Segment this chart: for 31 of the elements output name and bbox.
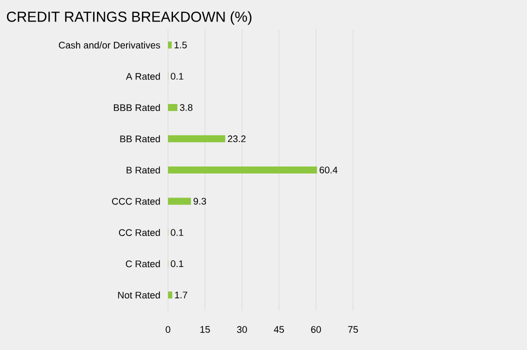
- bar: [168, 135, 226, 142]
- data-label: 1.7: [175, 292, 188, 298]
- data-label: 0.1: [170, 260, 184, 268]
- data-label: 3.8: [180, 104, 192, 111]
- data-label: 0.1: [170, 72, 184, 80]
- chart-title: CREDIT RATINGS BREAKDOWN (%): [6, 11, 252, 25]
- x-tick-label: 45: [274, 326, 284, 333]
- data-label: 23.2: [228, 135, 246, 142]
- data-label: 60.4: [320, 166, 338, 174]
- x-tick-label: 75: [348, 326, 358, 333]
- x-tick-label: 0: [166, 326, 170, 333]
- y-tick-label: B Rated: [126, 166, 160, 174]
- y-tick-label: CC Rated: [118, 228, 160, 236]
- bar: [168, 104, 178, 112]
- x-tick-label: 30: [237, 326, 247, 333]
- y-tick-label: Not Rated: [118, 291, 160, 298]
- data-label: 1.5: [174, 42, 187, 48]
- y-tick-label: CCC Rated: [112, 198, 160, 205]
- data-label: 9.3: [194, 198, 206, 205]
- y-tick-label: BB Rated: [120, 135, 160, 142]
- bar: [168, 166, 317, 174]
- y-tick-label: Cash and/or Derivatives: [58, 42, 160, 49]
- bar: [168, 291, 172, 298]
- data-label: 0.1: [170, 229, 184, 236]
- x-tick-label: 15: [200, 326, 210, 333]
- y-tick-label: BBB Rated: [114, 104, 160, 112]
- y-tick-label: A Rated: [126, 72, 160, 80]
- y-tick-label: C Rated: [126, 260, 160, 268]
- bar: [168, 198, 191, 205]
- x-tick-label: 60: [311, 326, 321, 333]
- bar: [168, 42, 172, 49]
